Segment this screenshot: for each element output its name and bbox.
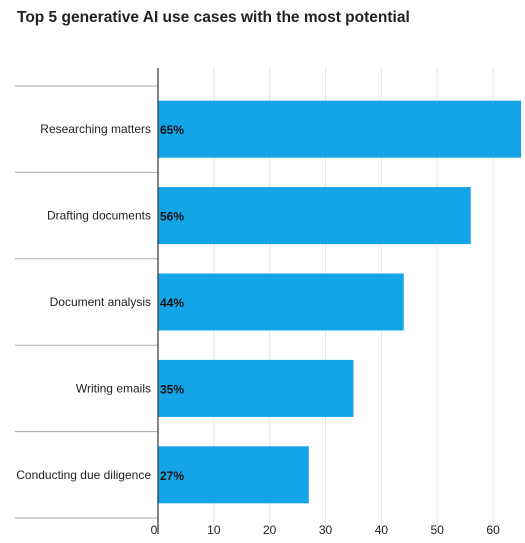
data-labels: 65% 56% 44% 35% 27% xyxy=(160,123,184,483)
category-label: Researching matters xyxy=(40,122,151,136)
category-label: Document analysis xyxy=(50,295,151,309)
bar xyxy=(158,273,404,331)
bar xyxy=(158,187,471,245)
x-axis-ticks: 0 10 20 30 40 50 60 xyxy=(151,523,500,537)
chart-title: Top 5 generative AI use cases with the m… xyxy=(17,9,410,26)
x-tick-label: 0 xyxy=(151,523,158,537)
category-labels: Researching matters Drafting documents Doc… xyxy=(16,122,151,482)
category-label: Conducting due diligence xyxy=(16,468,151,482)
data-label: 56% xyxy=(160,210,184,224)
x-tick-label: 30 xyxy=(319,523,333,537)
x-tick-label: 40 xyxy=(375,523,389,537)
data-label: 44% xyxy=(160,296,184,310)
bars xyxy=(158,100,521,504)
x-tick-label: 50 xyxy=(431,523,445,537)
bar xyxy=(158,100,521,158)
category-label: Writing emails xyxy=(76,381,151,395)
data-label: 27% xyxy=(160,469,184,483)
category-label: Drafting documents xyxy=(47,209,151,223)
x-tick-label: 20 xyxy=(263,523,277,537)
data-label: 65% xyxy=(160,123,184,137)
data-label: 35% xyxy=(160,382,184,396)
bar xyxy=(158,359,354,417)
category-separators xyxy=(15,85,158,519)
x-tick-label: 60 xyxy=(486,523,500,537)
bar xyxy=(158,446,309,504)
x-tick-label: 10 xyxy=(207,523,221,537)
